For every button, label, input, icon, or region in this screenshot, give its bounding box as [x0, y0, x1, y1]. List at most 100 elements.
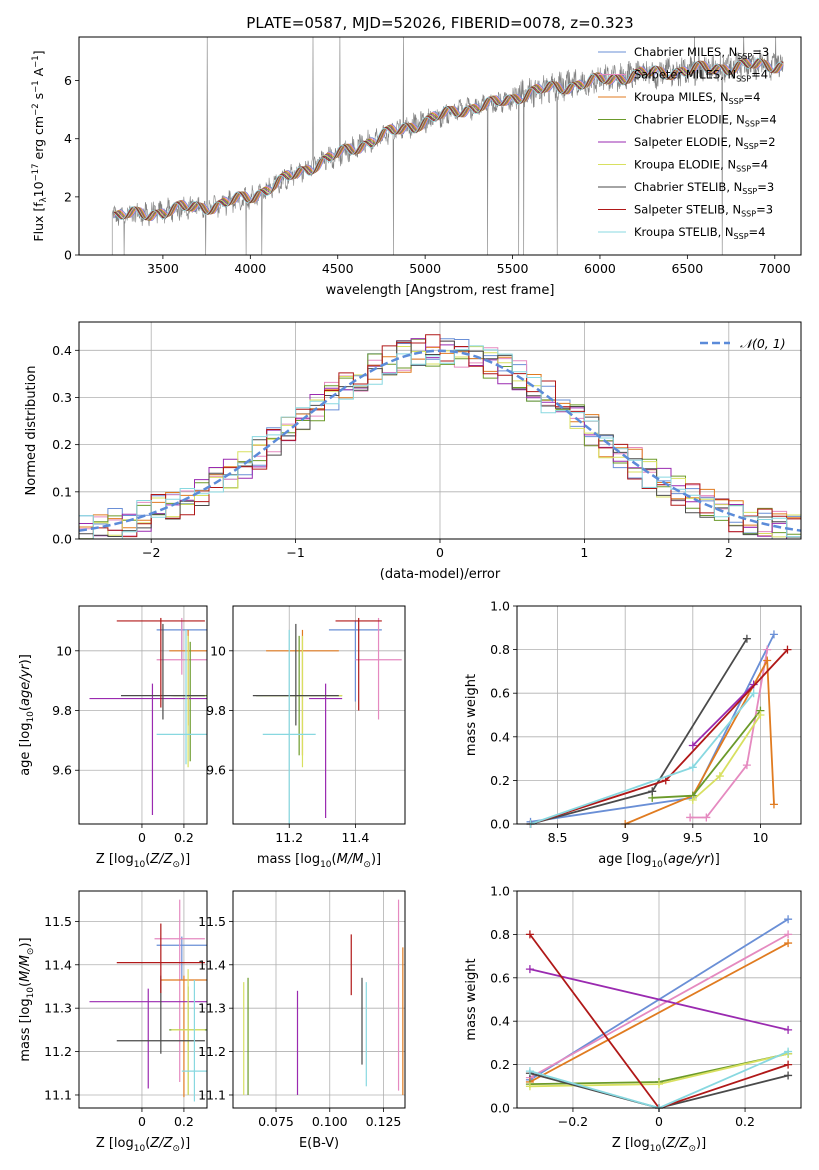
mass-weight-point — [688, 796, 697, 805]
y-tick-label: 0.2 — [52, 437, 72, 452]
y-tick-label: 0.4 — [490, 1014, 510, 1029]
x-axis-label: wavelength [Angstrom, rest frame] — [326, 283, 555, 298]
age-vs-mass-plot: 11.2 11.4 9.6 9.8 10 mass [log10(M/M⊙)] — [206, 605, 406, 870]
y-tick-label: 0.8 — [490, 927, 510, 942]
legend-label: Chabrier MILES, NSSP=3 — [634, 45, 769, 61]
y-tick-label: 11.4 — [198, 957, 226, 972]
y-tick-label: 11.2 — [198, 1044, 226, 1059]
y-tick-label: 0.6 — [490, 970, 510, 985]
model-spectrum-line — [113, 58, 784, 220]
x-axis-label: (data-model)/error — [380, 567, 501, 582]
normal-distribution-curve — [78, 349, 802, 532]
mass-weight-point — [702, 813, 711, 822]
y-tick-label: 11.1 — [44, 1087, 72, 1102]
mass-weight-point — [783, 645, 792, 654]
y-tick-label: 9.6 — [52, 763, 72, 778]
y-tick-label: 10 — [56, 643, 72, 658]
y-tick-label: 0.3 — [52, 390, 72, 405]
y-axis-label: mass weight — [464, 674, 479, 756]
x-tick-label: 0 — [436, 545, 444, 560]
x-tick-label: −2 — [142, 545, 160, 560]
y-axis-label: age [log10(age/yr)] — [18, 654, 36, 776]
mass-weight-point — [784, 1025, 793, 1034]
y-axis-label: mass [log10(M/M⊙)] — [18, 937, 36, 1061]
axes-frame — [78, 36, 802, 256]
mass-weight-line — [690, 649, 769, 819]
x-tick-label: 0.2 — [735, 1114, 755, 1129]
x-tick-label: 10 — [752, 830, 768, 845]
legend-label: Kroupa STELIB, NSSP=4 — [634, 225, 765, 241]
mass-weight-point — [769, 630, 778, 639]
mass-vs-ebv-plot: 0.075 0.100 0.125 11.1 11.2 11.3 11.4 11.5 E(B-V… — [198, 890, 406, 1151]
mass-weight-point — [756, 711, 765, 719]
model-spectrum-line — [113, 57, 784, 221]
mass-weight-point — [688, 763, 697, 772]
legend-label: Salpeter MILES, NSSP=4 — [634, 68, 768, 84]
y-tick-label: 11.2 — [44, 1044, 72, 1059]
x-tick-label: 0.075 — [258, 1114, 294, 1129]
y-tick-label: 9.8 — [52, 703, 72, 718]
mass-weight-line — [529, 942, 789, 1083]
mass-weight-point — [763, 645, 772, 654]
x-tick-label: 0.2 — [174, 1114, 194, 1129]
y-axis-label: Normed distribution — [24, 366, 39, 496]
y-tick-label: 9.8 — [206, 703, 226, 718]
model-spectrum-line — [114, 58, 784, 221]
mass-weight-point — [742, 761, 751, 770]
mass-weight-point — [784, 1060, 793, 1069]
x-tick-label: −1 — [286, 545, 304, 560]
x-tick-label: 9.5 — [683, 830, 703, 845]
x-tick-label: 0.2 — [174, 830, 194, 845]
spectrum-plot: 3500 4000 4500 5000 5500 6000 6500 7000 0 2 4 6 wave… — [31, 36, 802, 298]
legend-label: Salpeter ELODIE, NSSP=2 — [634, 135, 776, 151]
x-axis-label: Z [log10(Z/Z⊙)] — [96, 1136, 190, 1154]
x-tick-label: 9 — [621, 830, 629, 845]
x-axis-label: mass [log10(M/M⊙)] — [257, 852, 381, 870]
mass-weight-point — [686, 813, 695, 822]
x-tick-label: 7000 — [759, 261, 791, 276]
y-axis-label: Flux [fλ10−17 erg cm−2 s−1 A−1] — [31, 50, 49, 241]
x-tick-label: 0 — [138, 1114, 146, 1129]
y-tick-label: 1.0 — [490, 884, 510, 899]
x-tick-label: 11.2 — [275, 830, 303, 845]
y-tick-label: 0.0 — [490, 817, 510, 832]
y-tick-label: 11.5 — [198, 914, 226, 929]
mass-weight-point — [648, 787, 657, 796]
mass-weight-point — [655, 1080, 663, 1089]
x-tick-label: 0 — [655, 1114, 663, 1129]
y-tick-label: 4 — [64, 131, 72, 146]
y-axis-label: mass weight — [464, 958, 479, 1040]
mass-weight-point — [742, 634, 751, 643]
mass-weight-point — [784, 930, 793, 939]
residuals-plot: −2 −1 0 1 2 0.0 0.1 0.2 0.3 0.4 (data-model)/error… — [24, 321, 802, 582]
y-tick-label: 10 — [210, 643, 226, 658]
mass-weight-point — [769, 800, 778, 809]
y-tick-label: 11.1 — [198, 1087, 226, 1102]
legend-label: Chabrier STELIB, NSSP=3 — [634, 180, 774, 196]
y-tick-label: 0.8 — [490, 642, 510, 657]
y-tick-label: 0.6 — [490, 686, 510, 701]
mass-weight-line — [529, 933, 789, 1079]
y-tick-label: 6 — [64, 73, 72, 88]
x-tick-label: 2 — [725, 545, 733, 560]
y-tick-label: 11.4 — [44, 957, 72, 972]
x-tick-label: 5000 — [409, 261, 441, 276]
axes-frame — [78, 605, 208, 825]
mass-weight-line — [624, 657, 775, 825]
mass-weight-point — [525, 1067, 534, 1076]
y-tick-label: 0.0 — [490, 1101, 510, 1116]
axes-frame — [78, 890, 208, 1109]
y-tick-label: 2 — [64, 189, 72, 204]
x-tick-label: 8.5 — [548, 830, 568, 845]
x-axis-label: age [log10(age/yr)] — [598, 852, 720, 870]
y-tick-label: 0.4 — [52, 343, 72, 358]
x-tick-label: 0.100 — [312, 1114, 348, 1129]
age-vs-Z-plot: 0 0.2 9.6 9.8 10 Z [log10(Z/Z⊙)] age [log10(ag… — [18, 605, 208, 870]
mass-weight-vs-Z-plot: −0.2 0 0.2 0.0 0.2 0.4 0.6 0.8 1.0 Z [log10(Z/Z⊙)… — [464, 884, 802, 1154]
axes-frame — [232, 890, 406, 1109]
mass-weight-point — [688, 741, 697, 750]
x-tick-label: 11.4 — [341, 830, 369, 845]
y-tick-label: 0 — [64, 248, 72, 263]
axes-frame — [232, 605, 406, 825]
